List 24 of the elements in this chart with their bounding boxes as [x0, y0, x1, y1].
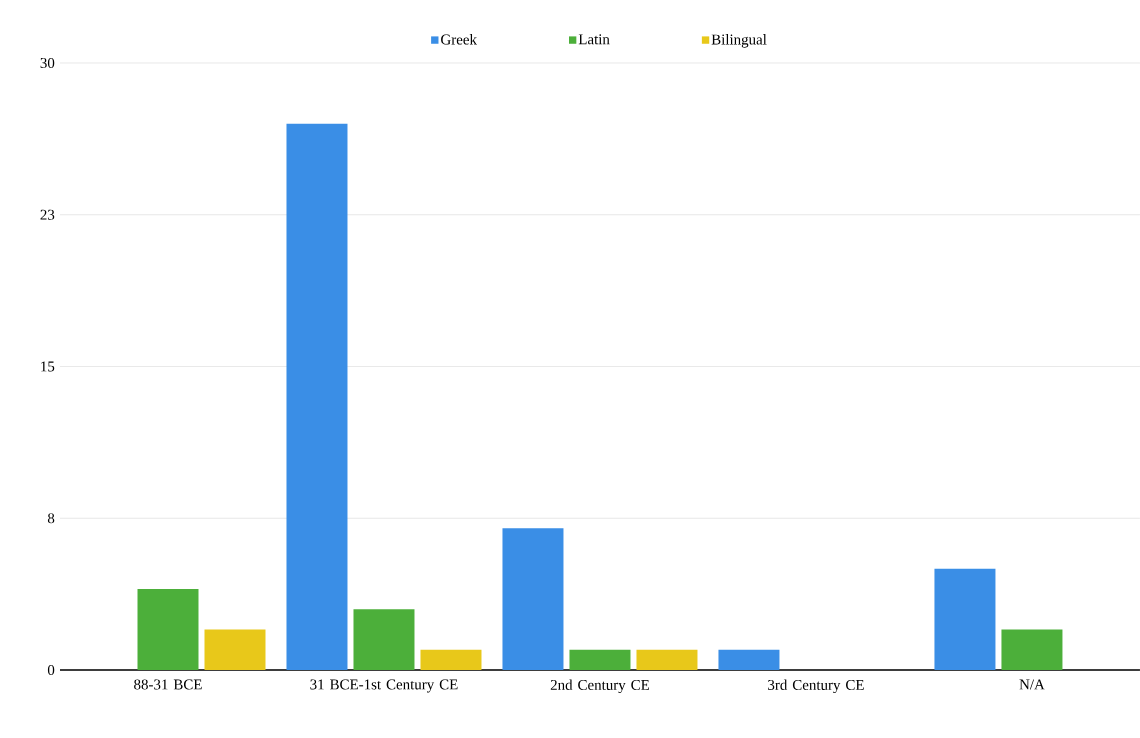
- x-tick-label: 31 BCE-1st Century CE: [310, 679, 458, 693]
- bar: [420, 649, 482, 670]
- legend-label: Bilingual: [711, 34, 767, 48]
- y-tick-label: 0: [47, 664, 55, 676]
- x-tick-label: 2nd Century CE: [550, 679, 650, 694]
- x-tick-label: 88-31 BCE: [134, 679, 202, 690]
- y-tick-label: 30: [40, 57, 55, 69]
- x-tick-label: N/A: [1019, 679, 1045, 690]
- bar: [353, 609, 415, 670]
- bar: [286, 123, 348, 670]
- bar: [569, 649, 631, 670]
- bar: [502, 528, 564, 670]
- y-tick-label: 15: [41, 361, 55, 372]
- bar: [636, 649, 698, 670]
- bar: [1001, 629, 1063, 670]
- x-tick-label: 3rd Century CE: [768, 679, 864, 694]
- bar: [204, 629, 266, 670]
- bar: [137, 589, 199, 670]
- legend-label: Greek: [441, 34, 477, 45]
- bar: [934, 568, 996, 670]
- legend-label: Latin: [578, 34, 610, 45]
- bar: [718, 649, 780, 670]
- y-tick-label: 8: [47, 513, 55, 524]
- y-tick-label: 23: [40, 209, 55, 220]
